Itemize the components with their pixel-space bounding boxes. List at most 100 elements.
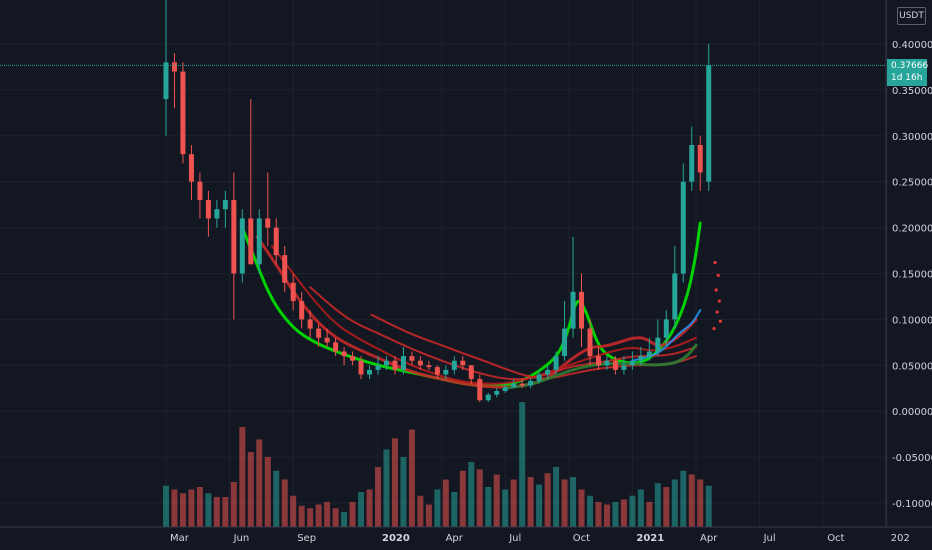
volume-bar: [654, 483, 661, 527]
volume-bar: [171, 489, 178, 527]
moving-average-line: [631, 309, 702, 362]
volume-bar: [358, 492, 365, 527]
volume-bar: [459, 470, 466, 527]
volume-bar: [510, 479, 517, 527]
time-tick-label: Oct: [827, 533, 844, 544]
candle-body: [367, 369, 373, 375]
price-tick-label: -0.10000: [892, 499, 932, 510]
bar-countdown: 1d 16h: [891, 73, 923, 83]
volume-bar: [485, 487, 492, 527]
volume-bar: [468, 462, 475, 527]
volume-bar: [612, 502, 619, 527]
candle-body: [697, 144, 703, 173]
candle-body: [222, 200, 228, 210]
candle-body: [273, 227, 279, 256]
volume-bar: [239, 427, 246, 527]
price-tick-label: 0.05000: [892, 361, 932, 372]
volume-bar: [264, 457, 271, 527]
candle-body: [417, 360, 423, 366]
volume-bar: [307, 508, 314, 527]
candle-body: [443, 369, 449, 375]
candle-body: [621, 365, 627, 370]
volume-bar: [196, 487, 203, 527]
time-tick-label: Jul: [763, 533, 776, 544]
time-axis-labels[interactable]: Mar Jun Sep 2020 Apr Jul Oct 2021 Apr Jul Oct 202: [170, 533, 910, 544]
candle-body: [655, 337, 661, 352]
candle-body: [502, 387, 508, 392]
moving-average-line: [503, 343, 698, 390]
volume-bar: [222, 497, 229, 527]
sar-dot: [712, 326, 716, 331]
price-tick-label: 0.25000: [892, 178, 932, 189]
volume-bar: [451, 492, 458, 527]
volume-bar: [536, 484, 543, 527]
candle-body: [256, 218, 262, 265]
volume-bar: [620, 499, 627, 527]
volume-bar: [213, 497, 220, 527]
sar-dot: [716, 273, 720, 277]
candle-body: [511, 383, 517, 388]
time-tick-label: Jun: [233, 533, 250, 544]
volume-bar: [646, 502, 653, 527]
candle-body: [672, 273, 678, 320]
candle-body: [282, 255, 288, 283]
time-tick-label: Jul: [508, 533, 521, 544]
volume-bar: [637, 489, 644, 527]
volume-bar: [273, 470, 280, 527]
volume-bar: [493, 474, 500, 527]
volume-bar: [205, 493, 212, 527]
time-tick-label: 2021: [636, 533, 664, 544]
volume-bar: [527, 477, 534, 527]
price-tick-label: 0.15000: [892, 270, 932, 281]
volume-bar: [697, 479, 704, 527]
chart-grid: [0, 0, 888, 527]
volume-bar: [476, 469, 483, 527]
volume-bar: [553, 467, 560, 527]
time-tick-label: Sep: [297, 533, 316, 544]
candle-body: [604, 360, 610, 366]
candle-body: [629, 360, 635, 366]
candle-body: [163, 62, 169, 100]
price-tick-label: -0.05000: [892, 453, 932, 464]
price-tick-label: 0.40000: [892, 40, 932, 51]
volume-bar: [349, 502, 356, 527]
candle-body: [171, 62, 177, 72]
volume-bar: [324, 502, 331, 527]
candle-body: [494, 391, 500, 395]
volume-bar: [188, 489, 195, 527]
price-tick-label: 0.10000: [892, 315, 932, 326]
volume-bar: [587, 495, 593, 527]
candle-body: [180, 71, 186, 155]
time-tick-label: Apr: [446, 533, 464, 544]
volume-bar: [595, 502, 602, 527]
volume-bar: [366, 489, 373, 527]
time-tick-label: 2020: [382, 533, 410, 544]
candle-body: [426, 365, 432, 368]
candle-body: [460, 360, 466, 366]
volume-bar: [383, 449, 390, 527]
volume-bar: [442, 479, 449, 527]
candle-body: [392, 360, 398, 370]
currency-unit-button[interactable]: USDT: [897, 7, 926, 25]
volume-bar: [417, 495, 424, 527]
candle-body: [528, 380, 534, 386]
candle-body: [350, 356, 356, 361]
candle-body: [265, 218, 271, 228]
volume-bar: [603, 504, 610, 527]
moving-average-line: [309, 286, 697, 381]
candle-body: [570, 291, 576, 329]
volume-bar: [290, 495, 297, 527]
sar-dot: [713, 260, 717, 265]
price-tick-label: 0.20000: [892, 224, 932, 235]
volume-bar: [230, 482, 237, 527]
price-axis-labels[interactable]: 0.40000 0.35000 0.30000 0.25000 0.20000 0.150…: [892, 40, 932, 510]
time-tick-label: Mar: [170, 533, 190, 544]
sar-dot: [715, 310, 719, 314]
candle-body: [316, 328, 322, 338]
candle-body: [680, 181, 686, 274]
candle-body: [383, 360, 389, 366]
volume-bar: [179, 493, 186, 527]
candle-body: [248, 218, 254, 265]
volume-bar: [375, 467, 381, 527]
